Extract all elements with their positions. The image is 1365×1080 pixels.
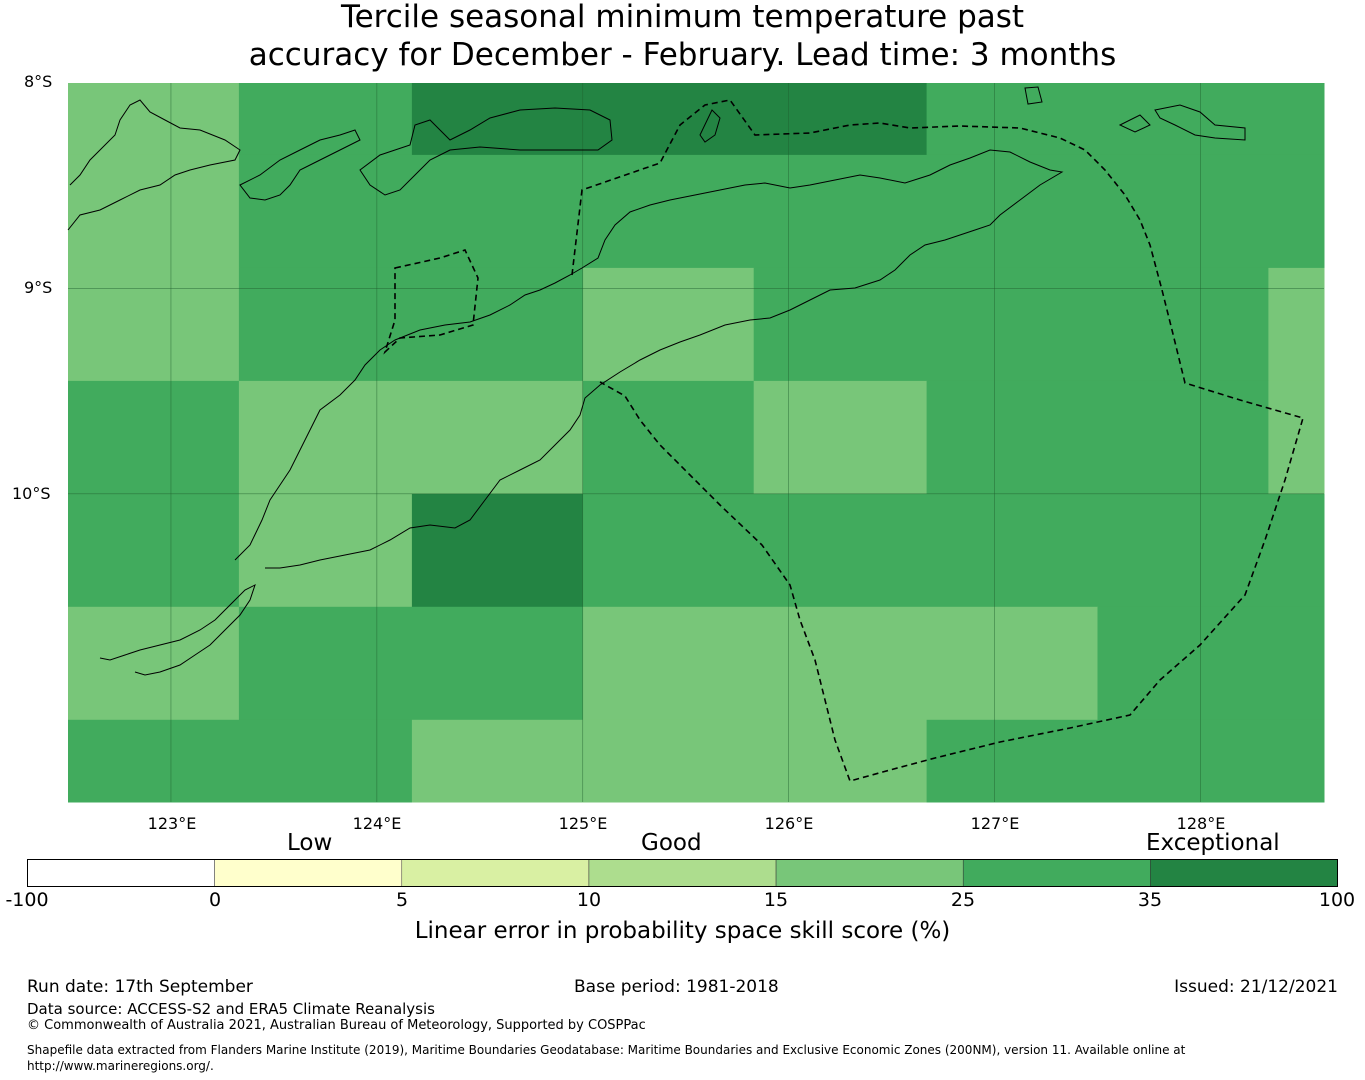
data-source: Data source: ACCESS-S2 and ERA5 Climate … (27, 1000, 435, 1018)
rote-coastline (99, 584, 256, 676)
grid-cell (68, 606, 240, 721)
colorbar-tick: 15 (763, 889, 789, 911)
lon-label-123e: 123°E (147, 814, 197, 833)
grid-cell (238, 606, 584, 721)
colorbar-bin (962, 859, 1151, 887)
grid-cell (753, 380, 928, 495)
grid-cell (238, 83, 413, 156)
grid-cell (238, 493, 413, 608)
coastlines (67, 86, 1246, 676)
lon-label-128e: 128°E (1176, 814, 1226, 833)
flores-coastline (67, 99, 241, 231)
grid-cell (1268, 267, 1325, 382)
grid-cell (68, 83, 240, 156)
grid-cell (1097, 606, 1325, 721)
graticule (68, 83, 1324, 802)
lat-label-9s: 9°S (24, 278, 53, 297)
copyright: © Commonwealth of Australia 2021, Austra… (27, 1018, 646, 1033)
solor-coastline (239, 129, 361, 201)
lon-label-125e: 125°E (558, 814, 608, 833)
grid-cell (926, 83, 1325, 156)
lon-label-127e: 127°E (970, 814, 1020, 833)
grid-cell (238, 154, 1325, 269)
skill-map (67, 83, 1325, 803)
grid-cell (68, 380, 240, 495)
grid-cell (68, 719, 413, 803)
grid-cell (238, 267, 584, 382)
leti-coastline (1118, 114, 1151, 133)
eez-oecusse (383, 249, 479, 355)
colorbar-tick: 0 (208, 889, 222, 911)
lon-label-126e: 126°E (764, 814, 814, 833)
colorbar-bin (401, 859, 590, 887)
grid-cell (68, 493, 240, 608)
colorbar-bin (214, 859, 403, 887)
grid-cell (1268, 380, 1325, 495)
grid-cell (68, 267, 240, 382)
grid-cell (68, 154, 240, 269)
colorbar-bin (775, 859, 964, 887)
issued-date: Issued: 21/12/2021 (1174, 977, 1338, 997)
colorbar-bins (27, 859, 1338, 887)
lat-label-8s: 8°S (24, 72, 53, 91)
chart-title: Tercile seasonal minimum temperature pas… (0, 0, 1365, 74)
islet-coastline (1024, 86, 1043, 105)
alor-wetar-coastline (359, 107, 613, 196)
colorbar-tick: 5 (395, 889, 409, 911)
colorbar-category-good: Good (641, 830, 702, 856)
grid-cell (926, 719, 1325, 803)
kisar-coastline (1154, 104, 1246, 141)
lon-label-124e: 124°E (352, 814, 402, 833)
run-date: Run date: 17th September (27, 977, 253, 997)
grid-cell (753, 267, 1269, 382)
grid-cell (582, 493, 1325, 608)
colorbar-tick: 35 (1137, 889, 1163, 911)
timor-coastline (234, 149, 1064, 569)
timor-leste-eez-boundary (383, 99, 1304, 782)
base-period: Base period: 1981-2018 (574, 977, 779, 997)
colorbar-bin (27, 859, 215, 887)
grid-cell (411, 83, 928, 156)
grid-cell (926, 380, 1269, 495)
grid-cell (411, 719, 928, 803)
grid-cell (411, 493, 584, 608)
colorbar-label: Linear error in probability space skill … (414, 918, 951, 944)
colorbar-bin (588, 859, 777, 887)
title-line-2: accuracy for December - February. Lead t… (248, 37, 1117, 73)
atauro-coastline (699, 109, 721, 143)
title-line-1: Tercile seasonal minimum temperature pas… (340, 0, 1025, 35)
colorbar-tick: -100 (5, 889, 49, 911)
grid-cell (238, 380, 584, 495)
colorbar-tick: 100 (1318, 889, 1356, 911)
colorbar-tick: 10 (576, 889, 602, 911)
colorbar-frame (27, 859, 1338, 887)
grid-cells (68, 83, 1325, 803)
shapefile-credit: Shapefile data extracted from Flanders M… (27, 1043, 1186, 1073)
colorbar-tick: 25 (950, 889, 976, 911)
colorbar-category-low: Low (287, 830, 333, 856)
colorbar-category-exceptional: Exceptional (1146, 830, 1280, 856)
lat-label-10s: 10°S (12, 484, 51, 503)
grid-cell (582, 606, 1099, 721)
grid-cell (582, 380, 755, 495)
colorbar-bin (1150, 859, 1338, 887)
colorbar (27, 859, 1338, 887)
